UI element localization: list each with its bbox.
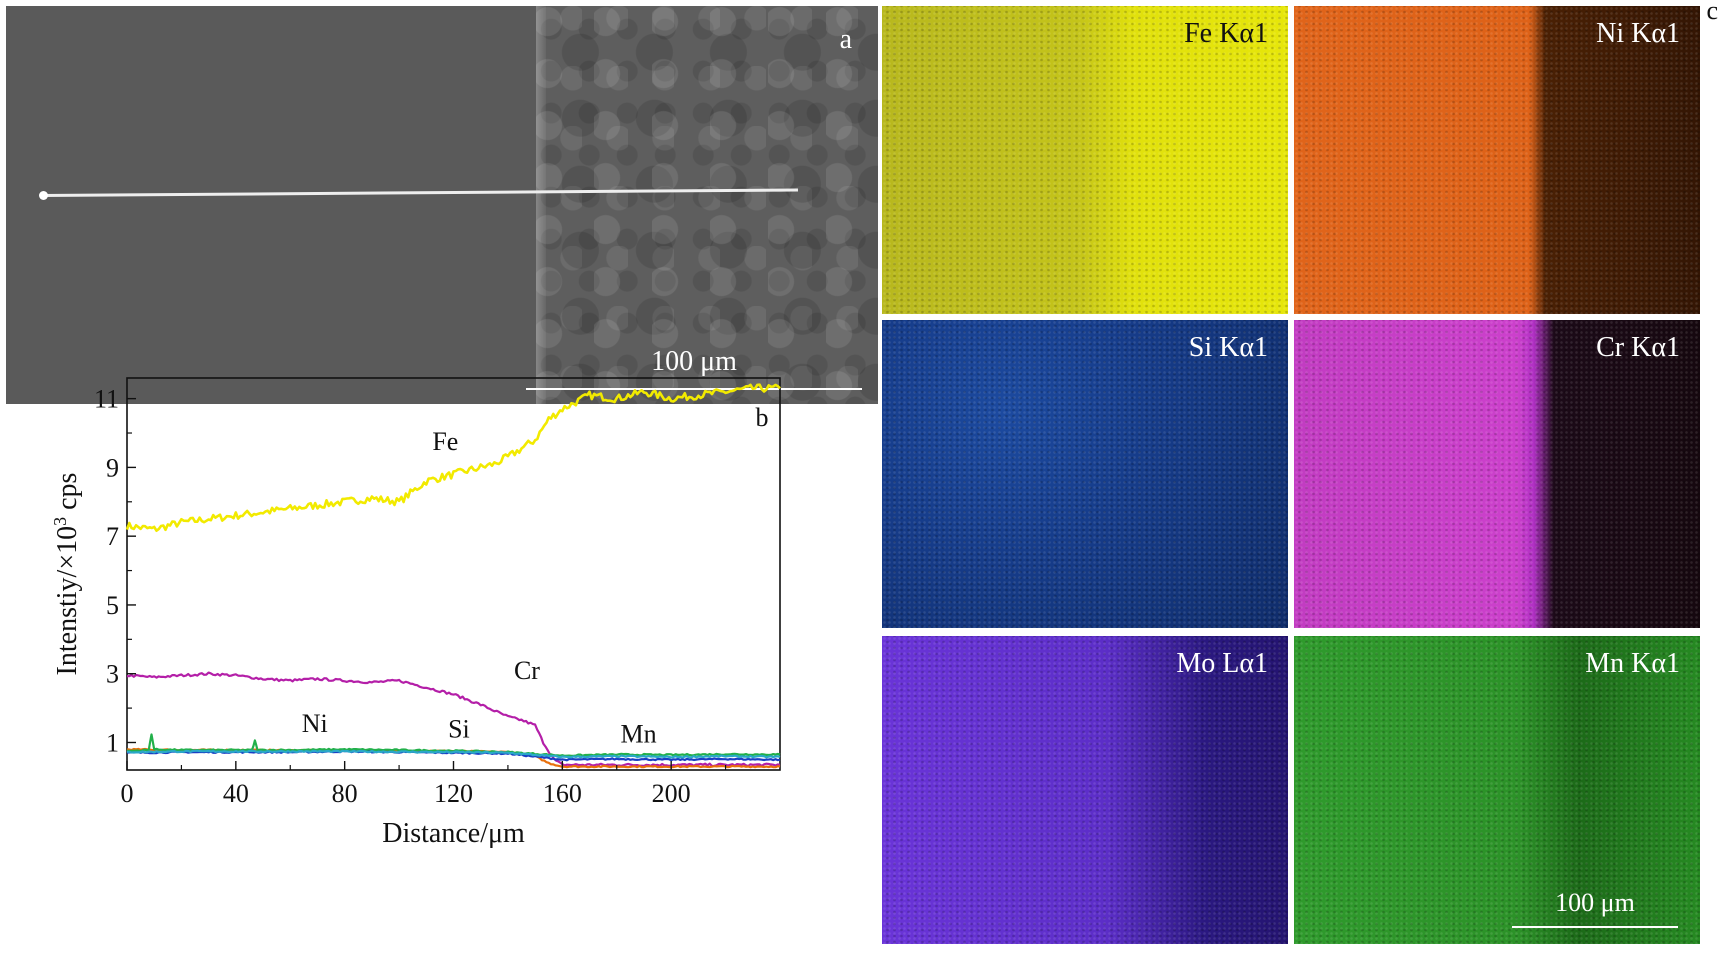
x-tick-label: 0 — [121, 779, 134, 808]
y-tick-label: 3 — [106, 660, 119, 689]
x-axis-label: Distance/μm — [382, 818, 525, 849]
x-tick-label: 40 — [223, 779, 249, 808]
sem-scale-bar — [526, 388, 862, 390]
map-label-mo: Mo Lα1 — [1176, 648, 1268, 679]
x-tick-label: 160 — [543, 779, 582, 808]
x-tick-label: 200 — [652, 779, 691, 808]
map-cr: Cr Kα1 — [1294, 320, 1700, 628]
map-label-mn: Mn Kα1 — [1585, 648, 1680, 679]
interface-boundary — [536, 6, 546, 404]
series-annotation-si: Si — [448, 714, 470, 743]
sem-scale-label: 100 μm — [651, 346, 737, 377]
series-annotation-mn: Mn — [620, 719, 656, 748]
map-mo: Mo Lα1 — [882, 636, 1288, 944]
map-scale-label: 100 μm — [1555, 888, 1635, 917]
map-si: Si Kα1 — [882, 320, 1288, 628]
y-axis-label: Intenstiy/×103 cps — [50, 473, 83, 676]
panel-a-letter: a — [839, 24, 852, 55]
map-label-si: Si Kα1 — [1188, 332, 1268, 363]
line-scan-start-point — [39, 191, 48, 200]
series-line-unlabeled — [127, 749, 781, 759]
y-tick-label: 5 — [106, 591, 119, 620]
x-tick-label: 80 — [332, 779, 358, 808]
x-tick-label: 120 — [434, 779, 473, 808]
series-annotation-ni: Ni — [302, 709, 328, 738]
y-tick-label: 9 — [106, 453, 119, 482]
grain-structure-region — [536, 6, 878, 404]
map-mn: Mn Kα1 100 μm — [1294, 636, 1700, 944]
sem-micrograph: a 100 μm — [6, 6, 878, 404]
map-fe: Fe Kα1 — [882, 6, 1288, 314]
map-ni: Ni Kα1 — [1294, 6, 1700, 314]
series-line-fe — [125, 383, 781, 532]
series-annotation-fe: Fe — [432, 427, 458, 456]
map-scale-bar — [1512, 926, 1678, 928]
series-line-mn — [126, 733, 781, 757]
line-scan-chart: 0 40 80 120 160 200 1 3 5 7 9 11 Fe Cr Ni Si Mn b Distance… — [0, 377, 880, 954]
y-tick-label: 1 — [106, 728, 119, 757]
chart-svg: 0 40 80 120 160 200 1 3 5 7 9 11 Fe Cr Ni Si Mn b Distance… — [50, 377, 781, 849]
panel-b-letter: b — [756, 403, 769, 432]
map-label-fe: Fe Kα1 — [1184, 18, 1268, 49]
map-label-cr: Cr Kα1 — [1596, 332, 1680, 363]
y-tick-label: 11 — [94, 385, 119, 414]
map-label-ni: Ni Kα1 — [1596, 18, 1680, 49]
panel-c-letter: c — [1706, 0, 1718, 25]
series-annotation-cr: Cr — [514, 656, 540, 685]
y-tick-label: 7 — [106, 522, 119, 551]
